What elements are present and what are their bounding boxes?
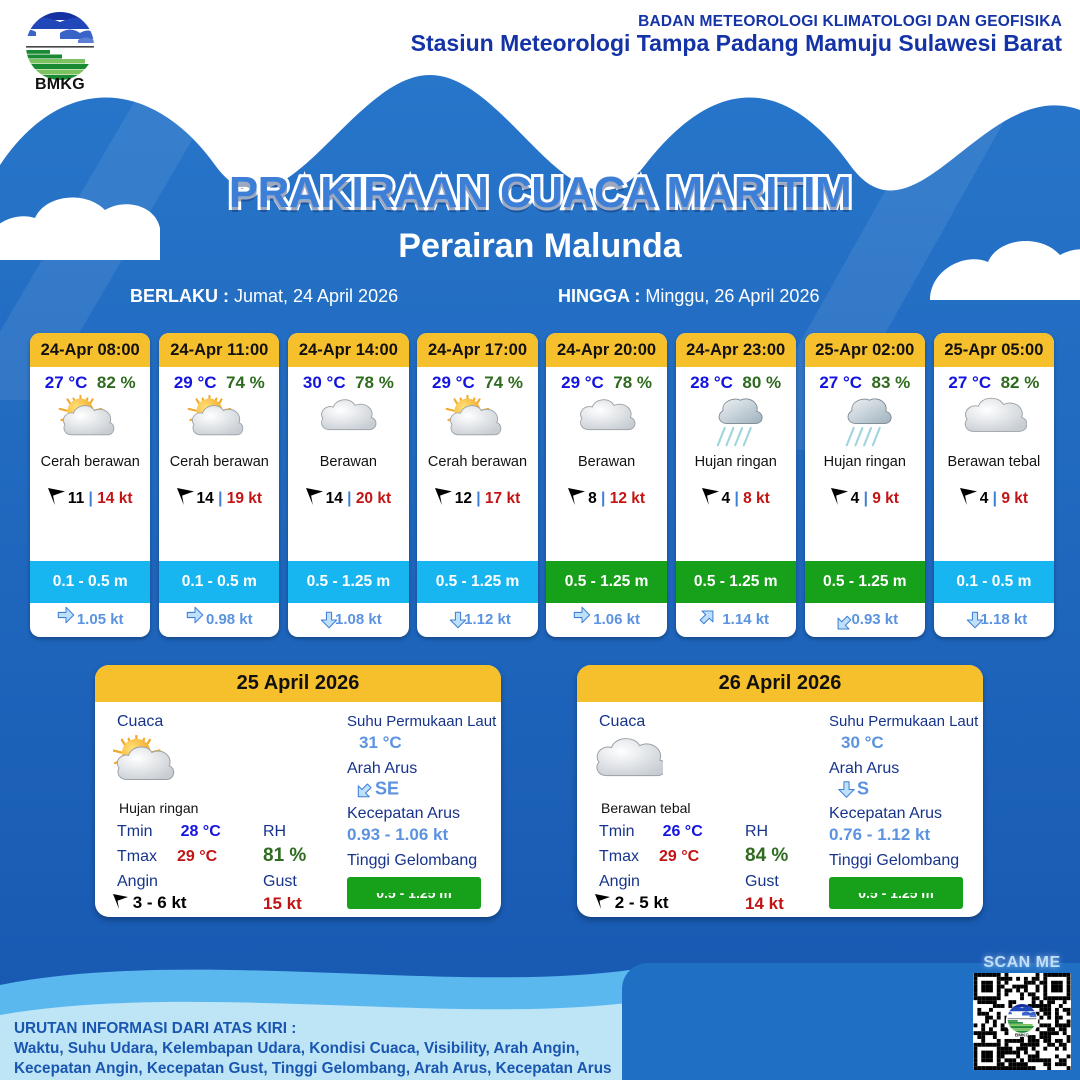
svg-text:BMKG: BMKG [1015,1032,1030,1037]
